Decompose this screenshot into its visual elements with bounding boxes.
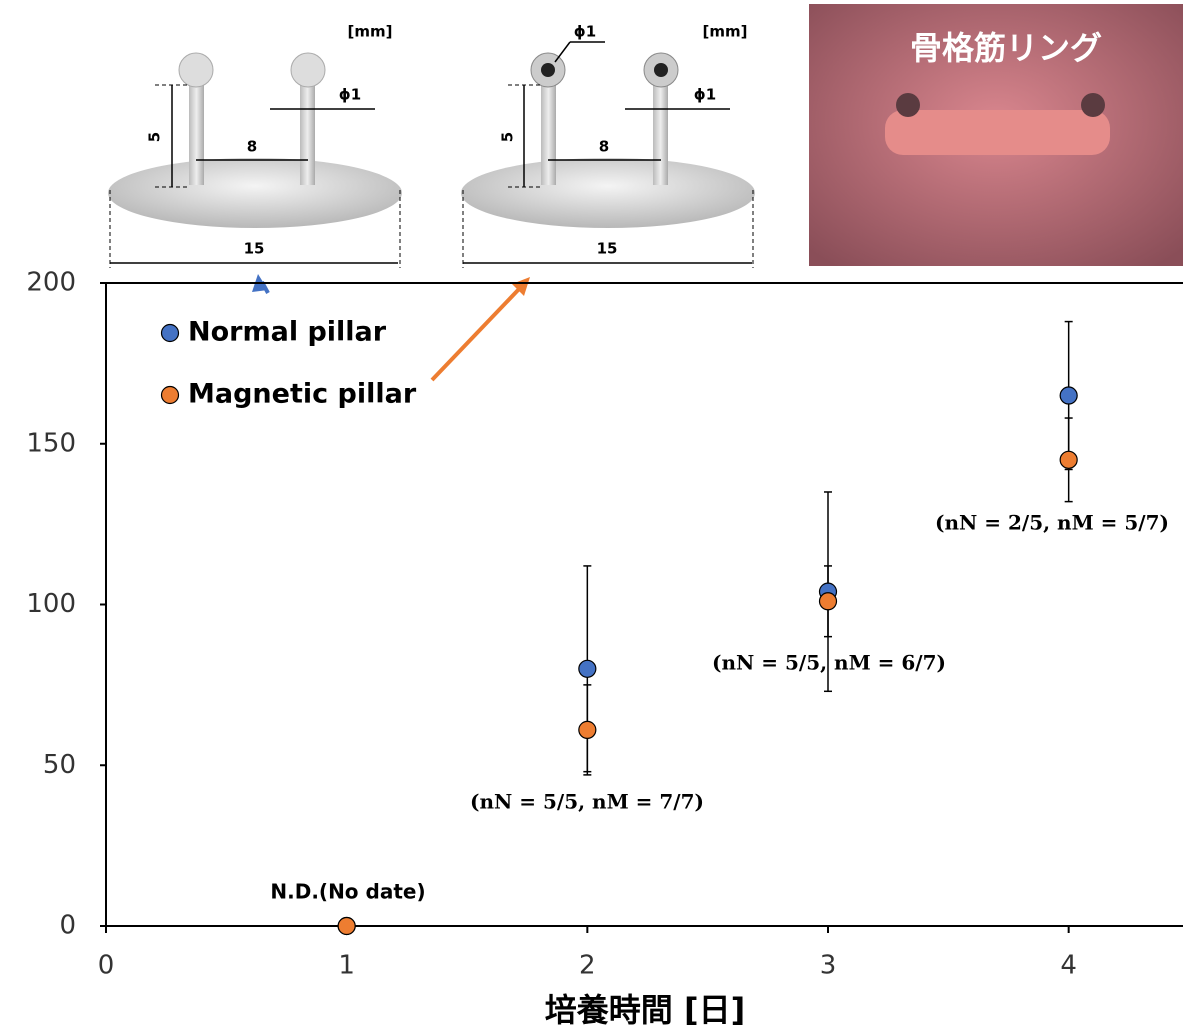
unit: [mm] [703, 23, 748, 41]
x-tick-label: 0 [98, 951, 115, 981]
dim-height: 5 [146, 132, 164, 142]
x-axis-title: 培養時間 [日] [545, 991, 745, 1029]
point [820, 593, 837, 610]
dim-diameter: ϕ1 [694, 86, 716, 104]
point [338, 918, 355, 935]
dim-gap: 8 [599, 138, 609, 156]
dim-width: 15 [244, 240, 265, 258]
x-tick-label: 4 [1060, 951, 1077, 981]
y-tick-label: 150 [26, 428, 76, 458]
dim-height: 5 [499, 132, 517, 142]
dim-diameter: ϕ1 [574, 23, 596, 41]
dim-gap: 8 [247, 138, 257, 156]
point [579, 721, 596, 738]
point [1060, 451, 1077, 468]
y-tick-label: 100 [26, 589, 76, 619]
annotation: (nN = 5/5, nM = 7/7) [470, 790, 704, 814]
y-tick-label: 200 [26, 268, 76, 298]
point [1060, 387, 1077, 404]
x-tick-label: 1 [338, 951, 355, 981]
annotation: N.D.(No date) [270, 880, 425, 904]
dim-diameter: ϕ1 [339, 86, 361, 104]
pillar-diagram-normal: 5 8 15 ϕ1 [mm] [108, 23, 402, 269]
annotation: (nN = 5/5, nM = 6/7) [712, 651, 946, 675]
x-tick-label: 2 [579, 951, 596, 981]
photo: 骨格筋リング [809, 4, 1183, 266]
legend-marker [162, 387, 179, 404]
chart: 5 8 15 ϕ1 [mm] 5 8 15 ϕ1 ϕ1 [mm] 骨格筋リング … [0, 0, 1183, 1034]
annotation: (nN = 2/5, nM = 5/7) [935, 511, 1169, 535]
y-tick-label: 0 [59, 911, 76, 941]
legend-label: Magnetic pillar [188, 379, 417, 410]
arrow [432, 288, 520, 380]
pillar-diagram-magnetic: 5 8 15 ϕ1 ϕ1 [mm] [461, 23, 755, 269]
legend-label: Normal pillar [188, 317, 387, 348]
dim-width: 15 [597, 240, 618, 258]
photo-label: 骨格筋リング [910, 29, 1102, 67]
point [579, 660, 596, 677]
y-tick-label: 50 [43, 750, 76, 780]
x-tick-label: 3 [820, 951, 837, 981]
legend-marker [162, 325, 179, 342]
unit: [mm] [348, 23, 393, 41]
